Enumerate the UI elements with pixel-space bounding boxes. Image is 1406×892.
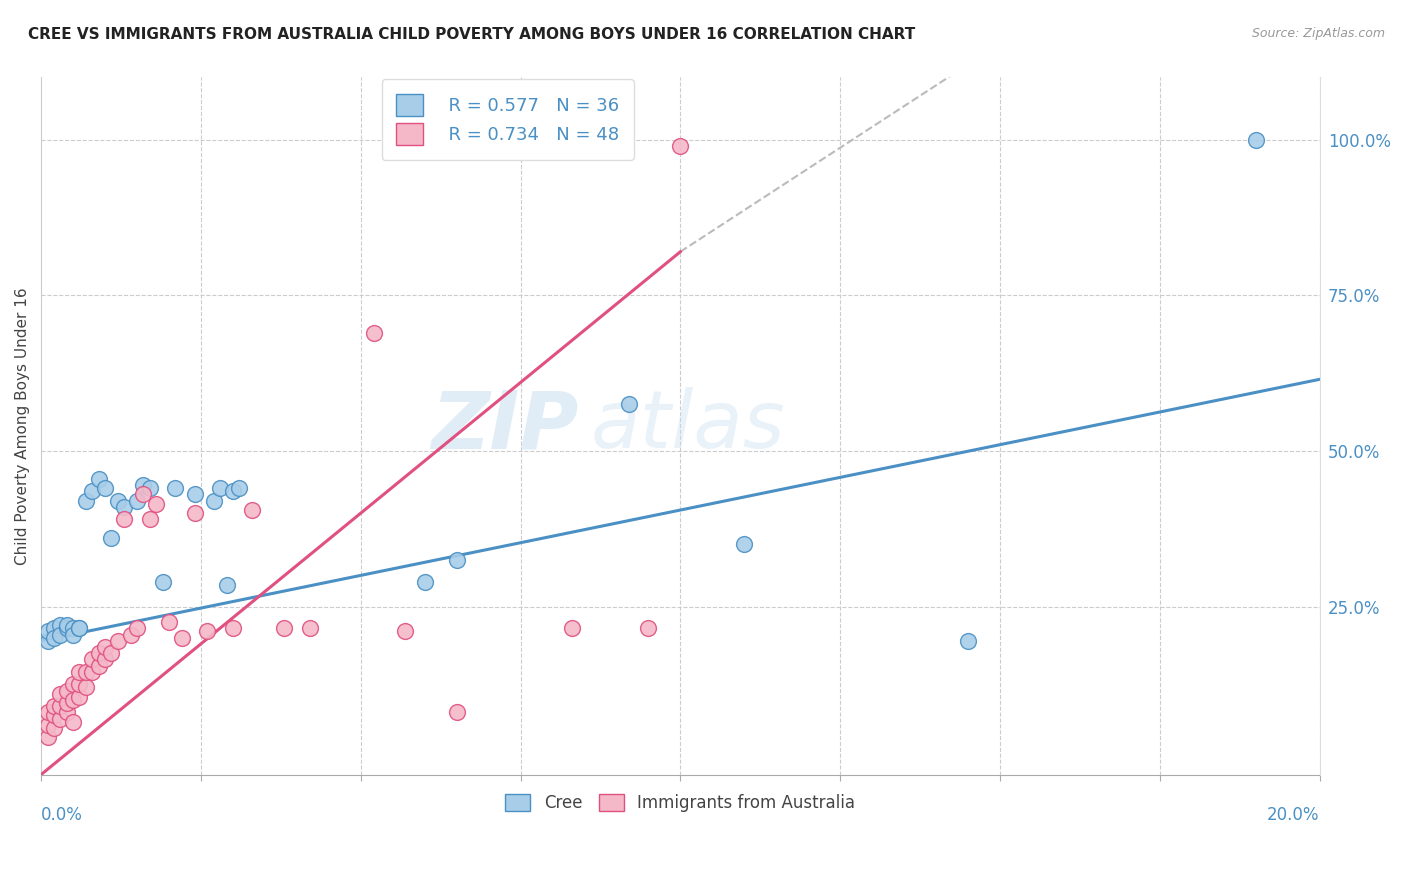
Text: ZIP: ZIP — [430, 387, 578, 465]
Point — [62, 621, 84, 635]
Point — [152, 574, 174, 589]
Point — [82, 652, 104, 666]
Point — [228, 481, 250, 495]
Point — [37, 718, 59, 732]
Point — [49, 618, 72, 632]
Point — [75, 493, 97, 508]
Point — [94, 652, 117, 666]
Point — [209, 481, 232, 495]
Point — [107, 633, 129, 648]
Point — [87, 472, 110, 486]
Legend: Cree, Immigrants from Australia: Cree, Immigrants from Australia — [499, 787, 862, 819]
Point — [82, 665, 104, 679]
Point — [55, 706, 77, 720]
Point — [55, 621, 77, 635]
Point — [37, 706, 59, 720]
Point — [165, 481, 187, 495]
Point — [132, 487, 155, 501]
Point — [139, 481, 162, 495]
Point — [69, 621, 91, 635]
Point — [145, 497, 167, 511]
Point — [100, 646, 122, 660]
Point — [139, 512, 162, 526]
Point — [446, 553, 468, 567]
Point — [100, 531, 122, 545]
Point — [87, 658, 110, 673]
Text: CREE VS IMMIGRANTS FROM AUSTRALIA CHILD POVERTY AMONG BOYS UNDER 16 CORRELATION : CREE VS IMMIGRANTS FROM AUSTRALIA CHILD … — [28, 27, 915, 42]
Text: Source: ZipAtlas.com: Source: ZipAtlas.com — [1251, 27, 1385, 40]
Point — [112, 512, 135, 526]
Point — [669, 139, 692, 153]
Point — [37, 730, 59, 744]
Point — [69, 665, 91, 679]
Point — [62, 714, 84, 729]
Point — [125, 493, 148, 508]
Point — [75, 681, 97, 695]
Point — [195, 624, 218, 639]
Point — [112, 500, 135, 514]
Point — [37, 633, 59, 648]
Point — [240, 503, 263, 517]
Point — [183, 506, 205, 520]
Point — [62, 627, 84, 641]
Point — [222, 484, 245, 499]
Point — [733, 537, 755, 551]
Y-axis label: Child Poverty Among Boys Under 16: Child Poverty Among Boys Under 16 — [15, 287, 30, 565]
Point — [202, 493, 225, 508]
Point — [49, 687, 72, 701]
Point — [75, 665, 97, 679]
Point — [561, 621, 583, 635]
Point — [446, 706, 468, 720]
Point — [55, 696, 77, 710]
Point — [183, 487, 205, 501]
Point — [94, 481, 117, 495]
Point — [125, 621, 148, 635]
Point — [62, 677, 84, 691]
Point — [107, 493, 129, 508]
Point — [957, 633, 980, 648]
Point — [157, 615, 180, 629]
Point — [222, 621, 245, 635]
Point — [69, 677, 91, 691]
Text: 0.0%: 0.0% — [41, 806, 83, 824]
Point — [62, 693, 84, 707]
Point — [94, 640, 117, 654]
Point — [363, 326, 385, 340]
Point — [42, 699, 65, 714]
Point — [394, 624, 416, 639]
Point — [87, 646, 110, 660]
Point — [298, 621, 321, 635]
Text: 20.0%: 20.0% — [1267, 806, 1320, 824]
Point — [42, 621, 65, 635]
Point — [49, 712, 72, 726]
Text: atlas: atlas — [591, 387, 786, 465]
Point — [1244, 133, 1267, 147]
Point — [42, 721, 65, 735]
Point — [637, 621, 659, 635]
Point — [49, 627, 72, 641]
Point — [413, 574, 436, 589]
Point — [69, 690, 91, 704]
Point — [132, 478, 155, 492]
Point — [37, 624, 59, 639]
Point — [120, 627, 142, 641]
Point — [55, 618, 77, 632]
Point — [49, 699, 72, 714]
Point — [42, 708, 65, 723]
Point — [69, 621, 91, 635]
Point — [55, 683, 77, 698]
Point — [215, 578, 238, 592]
Point — [170, 631, 193, 645]
Point — [619, 397, 641, 411]
Point — [82, 484, 104, 499]
Point — [42, 631, 65, 645]
Point — [273, 621, 295, 635]
